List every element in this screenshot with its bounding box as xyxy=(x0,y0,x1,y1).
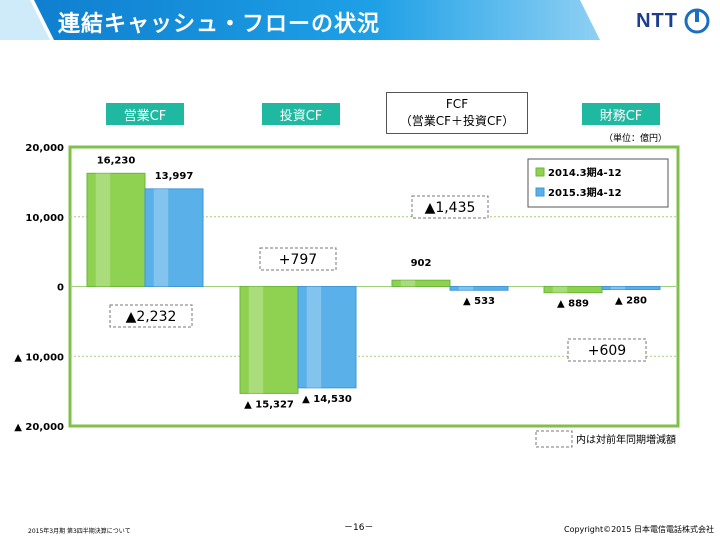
y-tick-label: ▲ 20,000 xyxy=(14,422,64,433)
bar-highlight xyxy=(400,280,416,287)
legend-swatch xyxy=(535,187,545,197)
ntt-logo: NTT xyxy=(636,8,710,34)
change-value: +609 xyxy=(588,343,626,359)
bar-2015 xyxy=(601,286,661,290)
bar-group xyxy=(391,279,451,288)
change-value: +797 xyxy=(279,252,317,268)
ntt-logo-icon xyxy=(684,8,710,34)
legend: 2014.3期4-12 2015.3期4-12 xyxy=(527,158,669,208)
bar-2015 xyxy=(297,286,357,389)
change-box xyxy=(109,304,193,328)
bar-group xyxy=(449,286,509,291)
bar-2015 xyxy=(449,286,509,291)
y-tick-label: 10,000 xyxy=(25,213,64,224)
header-banner: 連結キャッシュ・フローの状況 NTT xyxy=(0,0,720,40)
bar-2014 xyxy=(86,172,146,287)
bar-highlight xyxy=(306,286,322,388)
footer-document-title: 2015年3月期 第3四半期決算について xyxy=(28,528,131,535)
legend-label: 2014.3期4-12 xyxy=(548,166,622,179)
page-number: －16－ xyxy=(344,523,374,533)
bar-highlight xyxy=(248,286,264,394)
data-label: 902 xyxy=(411,258,432,269)
fcf-title: FCF xyxy=(445,97,469,111)
bar-highlight xyxy=(458,286,474,291)
data-label: 16,230 xyxy=(97,155,136,166)
change-box xyxy=(259,247,337,271)
bar-group xyxy=(297,286,357,389)
header-bar xyxy=(34,0,600,40)
page-title: 連結キャッシュ・フローの状況 xyxy=(58,12,381,37)
bar-highlight xyxy=(552,286,568,293)
bar-highlight xyxy=(610,286,626,290)
legend-swatch xyxy=(535,167,545,177)
unit-label: （単位：億円） xyxy=(604,134,668,144)
legend-frame xyxy=(527,158,669,208)
bar-group xyxy=(601,286,661,290)
change-box xyxy=(411,195,489,219)
fcf-formula: （営業CF＋投資CF） xyxy=(399,114,515,128)
data-label: ▲ 14,530 xyxy=(302,394,352,405)
bar-group xyxy=(86,172,146,287)
legend-note: 内は対前年同期増減額 xyxy=(576,433,676,446)
y-tick-label: 0 xyxy=(57,283,64,294)
data-label: ▲ 280 xyxy=(615,296,647,307)
bar-2015 xyxy=(144,188,204,287)
label-operating-cf: 営業CF xyxy=(106,103,184,125)
bar-group xyxy=(239,286,299,394)
legend-label: 2015.3期4-12 xyxy=(548,186,622,199)
y-tick-label: ▲ 10,000 xyxy=(14,352,64,363)
bar-highlight xyxy=(153,188,169,287)
note-swatch xyxy=(535,430,573,448)
label-financing-cf: 財務CF xyxy=(582,103,660,125)
data-label: ▲ 15,327 xyxy=(244,399,294,410)
change-value: ▲1,435 xyxy=(425,200,476,216)
copyright: Copyright©2015 日本電信電話株式会社 xyxy=(564,525,714,534)
data-label: ▲ 889 xyxy=(557,299,589,310)
bar-group xyxy=(543,286,603,294)
data-label: 13,997 xyxy=(155,171,194,182)
label-investing-cf: 投資CF xyxy=(262,103,340,125)
label-fcf: FCF （営業CF＋投資CF） xyxy=(386,92,528,134)
bar-2014 xyxy=(391,279,451,288)
header-accent-light xyxy=(0,0,50,40)
header-background xyxy=(0,0,600,40)
logo-text: NTT xyxy=(636,9,678,32)
y-tick-label: 20,000 xyxy=(25,143,64,154)
bar-2014 xyxy=(239,286,299,394)
data-label: ▲ 533 xyxy=(463,296,495,307)
change-box xyxy=(567,338,647,362)
bar-group xyxy=(144,188,204,287)
change-value: ▲2,232 xyxy=(126,309,177,325)
bar-highlight xyxy=(95,173,111,287)
